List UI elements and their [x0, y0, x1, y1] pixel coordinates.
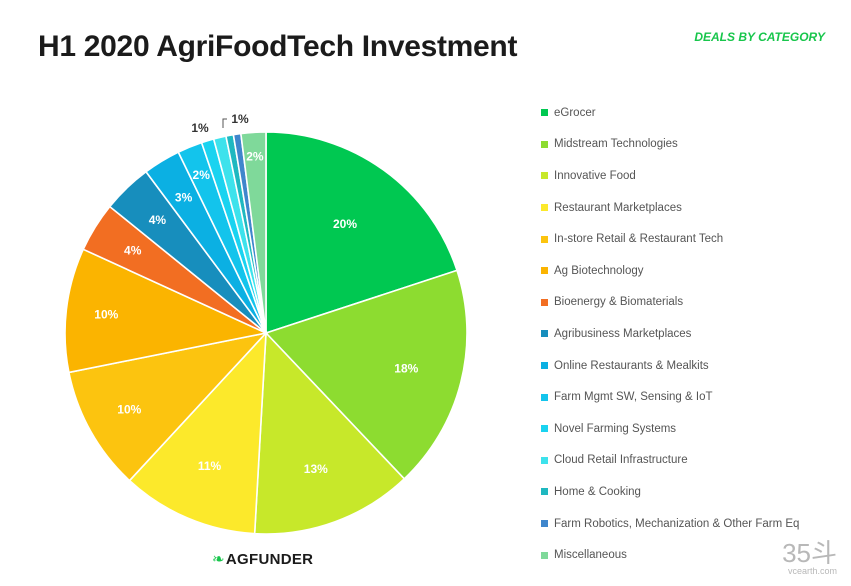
pie-label-home-and-cooking: 1%: [231, 112, 249, 126]
legend-label: Novel Farming Systems: [554, 422, 677, 435]
pie-label-miscellaneous: 2%: [246, 150, 264, 164]
pie-label-online-restaurants-and-mealkits: 3%: [175, 190, 193, 204]
pie-slice-miscellaneous: [239, 131, 267, 334]
logo-text: AGFUNDER: [225, 551, 314, 568]
legend-item-novel-farming-systems: Novel Farming Systems: [541, 413, 799, 445]
legend-label: Midstream Technologies: [554, 138, 678, 151]
leaf-icon: ❧: [212, 551, 225, 568]
legend-item-agribusiness-marketplaces: Agribusiness Marketplaces: [541, 318, 799, 350]
pie-label-restaurant-marketplaces: 11%: [198, 459, 222, 473]
legend-label: Agribusiness Marketplaces: [554, 327, 692, 340]
pie-label-egrocer: 20%: [333, 217, 357, 231]
legend-item-bioenergy-and-biomaterials: Bioenergy & Biomaterials: [541, 287, 799, 319]
legend-swatch: [541, 298, 548, 306]
pie-label-farm-mgmt-sw-sensing-and-iot: 2%: [193, 168, 211, 182]
pie-label-in-store-retail-and-restaurant-tech: 10%: [117, 403, 141, 417]
legend-swatch: [541, 267, 548, 275]
legend-swatch: [541, 520, 548, 528]
legend-item-online-restaurants-and-mealkits: Online Restaurants & Mealkits: [541, 350, 799, 382]
pie-label-bioenergy-and-biomaterials: 4%: [124, 243, 142, 257]
label-leader-line: [222, 118, 227, 128]
chart-title: H1 2020 AgriFoodTech Investment: [38, 30, 518, 63]
legend-item-in-store-retail-and-restaurant-tech: In-store Retail & Restaurant Tech: [541, 223, 799, 255]
legend-item-farm-robotics-mechanization-and-other-farm-eq: Farm Robotics, Mechanization & Other Far…: [541, 508, 799, 540]
legend-label: Farm Robotics, Mechanization & Other Far…: [554, 517, 800, 530]
legend-label: Miscellaneous: [554, 549, 627, 562]
pie-label-midstream-technologies: 18%: [394, 362, 418, 376]
legend-label: Farm Mgmt SW, Sensing & IoT: [554, 391, 713, 404]
legend-item-home-and-cooking: Home & Cooking: [541, 476, 799, 508]
legend-swatch: [541, 235, 548, 243]
chart-legend: eGrocer Midstream Technologies Innovative …: [541, 97, 799, 571]
watermark-site: vcearth.com: [787, 566, 837, 576]
legend-item-restaurant-marketplaces: Restaurant Marketplaces: [541, 192, 799, 224]
legend-label: eGrocer: [554, 106, 596, 119]
pie-label-novel-farming-systems: 1%: [191, 121, 209, 135]
legend-swatch: [541, 551, 548, 559]
legend-label: Home & Cooking: [554, 485, 641, 498]
legend-label: Cloud Retail Infrastructure: [554, 454, 688, 467]
legend-swatch: [541, 140, 548, 148]
legend-label: Restaurant Marketplaces: [554, 201, 682, 214]
chart-subtitle: DEALS BY CATEGORY: [694, 30, 825, 44]
legend-item-ag-biotechnology: Ag Biotechnology: [541, 255, 799, 287]
legend-item-cloud-retail-infrastructure: Cloud Retail Infrastructure: [541, 445, 799, 477]
legend-swatch: [541, 109, 548, 117]
pie-slice-ag-biotechnology: [64, 248, 269, 374]
legend-item-egrocer: eGrocer: [541, 97, 799, 129]
legend-swatch: [541, 488, 548, 496]
legend-label: Innovative Food: [554, 169, 636, 182]
legend-swatch: [541, 204, 548, 212]
legend-label: Online Restaurants & Mealkits: [554, 359, 709, 372]
watermark-mark: 35斗: [782, 538, 837, 568]
pie-slice-egrocer: [265, 131, 459, 335]
legend-swatch: [541, 330, 548, 338]
legend-label: Ag Biotechnology: [554, 264, 644, 277]
legend-item-midstream-technologies: Midstream Technologies: [541, 129, 799, 161]
legend-item-innovative-food: Innovative Food: [541, 160, 799, 192]
pie-slice-restaurant-marketplaces: [128, 330, 267, 535]
watermark: 35斗 vcearth.com: [782, 540, 837, 576]
legend-swatch: [541, 425, 548, 433]
legend-swatch: [541, 456, 548, 464]
pie-label-innovative-food: 13%: [304, 462, 328, 476]
legend-swatch: [541, 393, 548, 401]
agfunder-logo: ❧AGFUNDER: [212, 550, 313, 568]
pie-slice-innovative-food: [253, 331, 406, 535]
legend-label: In-store Retail & Restaurant Tech: [554, 233, 724, 246]
pie-label-ag-biotechnology: 10%: [94, 307, 118, 321]
legend-swatch: [541, 362, 548, 370]
legend-item-miscellaneous: Miscellaneous: [541, 539, 799, 571]
pie-slice-in-store-retail-and-restaurant-tech: [67, 331, 269, 482]
pie-slice-midstream-technologies: [264, 269, 468, 481]
legend-swatch: [541, 172, 548, 180]
legend-label: Bioenergy & Biomaterials: [554, 296, 684, 309]
legend-item-farm-mgmt-sw-sensing-and-iot: Farm Mgmt SW, Sensing & IoT: [541, 381, 799, 413]
pie-label-agribusiness-marketplaces: 4%: [149, 213, 167, 227]
